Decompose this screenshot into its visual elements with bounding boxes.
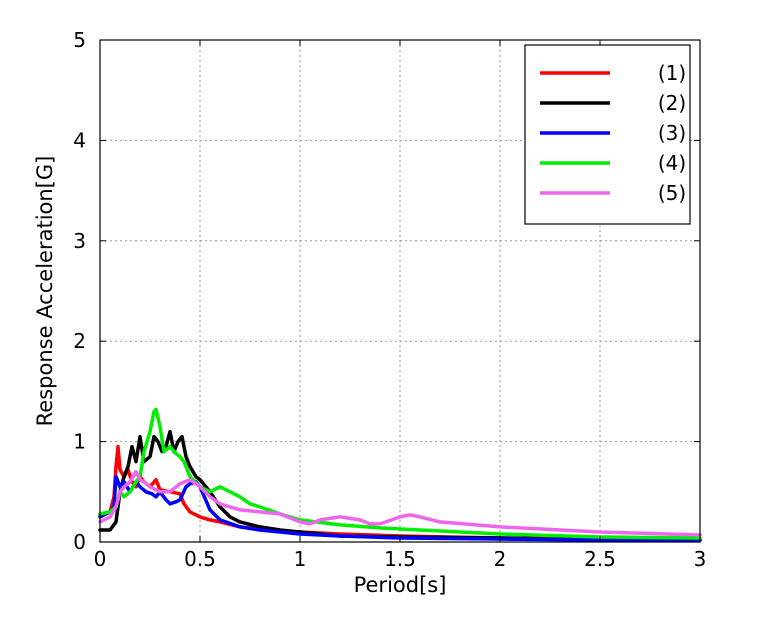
x-tick-label: 0.5 bbox=[184, 547, 216, 571]
x-tick-label: 3 bbox=[694, 547, 707, 571]
legend: (1) (2) (3) (4) (5) bbox=[524, 44, 691, 225]
y-tick-label: 2 bbox=[73, 329, 86, 353]
series-lines bbox=[98, 407, 702, 542]
y-tick-label: 0 bbox=[73, 530, 86, 554]
legend-items: (1) (2) (3) (4) (5) bbox=[540, 61, 686, 205]
x-tick-label: 2.5 bbox=[584, 547, 616, 571]
legend-label-3: (3) bbox=[658, 121, 686, 145]
legend-label-5: (5) bbox=[658, 181, 686, 205]
series-line-3 bbox=[98, 474, 702, 542]
y-tick-label: 4 bbox=[73, 128, 86, 152]
x-axis-title: Period[s] bbox=[354, 573, 447, 597]
series-line-2 bbox=[98, 429, 702, 542]
y-tick-label: 5 bbox=[73, 28, 86, 52]
x-tick-label: 1 bbox=[294, 547, 307, 571]
y-axis-title: Response Acceleration[G] bbox=[33, 156, 57, 427]
y-tick-label: 3 bbox=[73, 229, 86, 253]
x-tick-label: 2 bbox=[494, 547, 507, 571]
y-tick-label: 1 bbox=[73, 430, 86, 454]
series-line-5 bbox=[98, 469, 702, 537]
tick-labels: 0 0.5 1 1.5 2 2.5 3 0 1 2 3 4 5 bbox=[73, 28, 706, 571]
ticks bbox=[99, 39, 701, 543]
x-tick-label: 0 bbox=[94, 547, 107, 571]
legend-label-4: (4) bbox=[658, 151, 686, 175]
series-line-4 bbox=[98, 407, 702, 540]
legend-label-2: (2) bbox=[658, 91, 686, 115]
legend-label-1: (1) bbox=[658, 61, 686, 85]
x-tick-label: 1.5 bbox=[384, 547, 416, 571]
